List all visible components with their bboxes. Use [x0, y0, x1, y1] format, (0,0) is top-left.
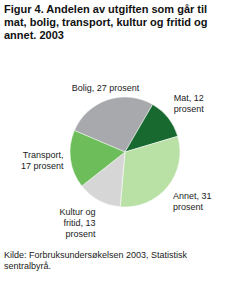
svg-text:Transport,17 prosent: Transport,17 prosent: [21, 150, 64, 171]
svg-text:Kultur ogfritid, 13prosent: Kultur ogfritid, 13prosent: [59, 207, 96, 239]
html-text:Kilde: Forbruksundersøkelsen 2: Kilde: Forbruksundersøkelsen 2003, Stati…: [4, 250, 188, 271]
svg-text:Bolig, 27 prosent: Bolig, 27 prosent: [72, 83, 140, 93]
svg-text:Annet, 31prosent: Annet, 31prosent: [173, 191, 212, 212]
html-text:Figur 4. Andelen av utgiften s: Figur 4. Andelen av utgiften som går til…: [4, 3, 208, 41]
svg-text:Mat, 12prosent: Mat, 12prosent: [174, 93, 205, 114]
